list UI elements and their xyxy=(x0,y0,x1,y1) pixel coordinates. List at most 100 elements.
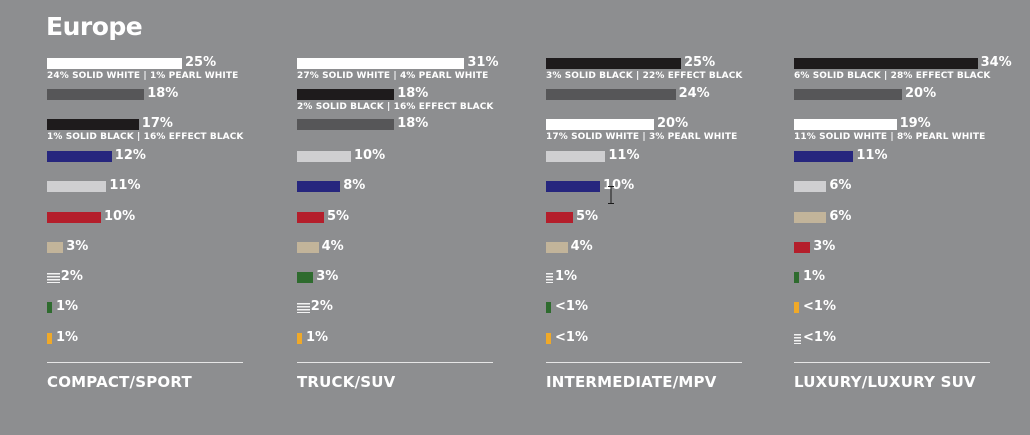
data-label: 3% xyxy=(66,239,89,254)
data-note: 27% SOLID WHITE | 4% PEARL WHITE xyxy=(297,71,489,81)
category-label: INTERMEDIATE/MPV xyxy=(546,373,717,391)
category-label: LUXURY/LUXURY SUV xyxy=(794,373,976,391)
divider-line xyxy=(794,362,990,363)
data-label: 5% xyxy=(327,209,350,224)
data-note: 3% SOLID BLACK | 22% EFFECT BLACK xyxy=(546,71,743,81)
bar-segment xyxy=(546,302,551,313)
bar-segment xyxy=(794,272,800,283)
divider-line xyxy=(546,362,742,363)
data-note: 2% SOLID BLACK | 16% EFFECT BLACK xyxy=(297,102,494,112)
chart-panel: 31% 27% SOLID WHITE | 4% PEARL WHITE 18% 2%… xyxy=(297,0,499,435)
bar-segment xyxy=(47,302,53,313)
bar-segment xyxy=(47,242,64,253)
data-label: 11% xyxy=(856,148,888,163)
bar-segment xyxy=(47,119,139,130)
data-label: 4% xyxy=(321,239,344,254)
data-label: 34% xyxy=(980,55,1012,70)
bar-segment xyxy=(297,303,310,313)
data-label: 18% xyxy=(397,86,429,101)
bar-segment xyxy=(47,181,107,192)
bar-segment xyxy=(297,151,351,162)
bar-segment xyxy=(546,119,654,130)
bar-segment xyxy=(546,333,551,344)
bar-segment xyxy=(546,273,554,283)
bar-segment xyxy=(297,119,395,130)
bar-segment xyxy=(794,334,801,344)
divider-line xyxy=(297,362,493,363)
bar-segment xyxy=(47,58,182,69)
data-label: 3% xyxy=(813,239,836,254)
bar-segment xyxy=(546,58,681,69)
data-label: 18% xyxy=(397,116,429,131)
bar-segment xyxy=(297,242,319,253)
data-label: <1% xyxy=(555,299,588,314)
data-label: 6% xyxy=(829,178,852,193)
data-note: 6% SOLID BLACK | 28% EFFECT BLACK xyxy=(794,71,991,81)
bar-segment xyxy=(794,181,827,192)
bar-segment xyxy=(794,58,978,69)
chart-panel: 34% 6% SOLID BLACK | 28% EFFECT BLACK 20% 1… xyxy=(794,0,1012,435)
data-label: 3% xyxy=(316,269,339,284)
data-note: 1% SOLID BLACK | 16% EFFECT BLACK xyxy=(47,132,244,142)
data-label: <1% xyxy=(555,330,588,345)
divider-line xyxy=(47,362,243,363)
bar-segment xyxy=(297,181,341,192)
data-label: 2% xyxy=(310,299,333,314)
data-label: 2% xyxy=(60,269,83,284)
category-label: TRUCK/SUV xyxy=(297,373,396,391)
bar-segment xyxy=(794,151,854,162)
data-label: 1% xyxy=(803,269,826,284)
data-label: 11% xyxy=(109,178,141,193)
data-label: 10% xyxy=(104,209,136,224)
bar-segment xyxy=(47,89,145,100)
data-label: 31% xyxy=(467,55,499,70)
bar-segment xyxy=(47,273,60,283)
data-label: 19% xyxy=(899,116,931,131)
data-label: 17% xyxy=(141,116,173,131)
data-label: 25% xyxy=(684,55,716,70)
bar-segment xyxy=(794,89,902,100)
data-label: 10% xyxy=(354,148,386,163)
data-label: 25% xyxy=(185,55,217,70)
bar-segment xyxy=(47,151,112,162)
data-label: <1% xyxy=(803,330,836,345)
bar-segment xyxy=(297,272,314,283)
data-label: 1% xyxy=(306,330,329,345)
data-label: <1% xyxy=(803,299,836,314)
bar-segment xyxy=(546,242,568,253)
bar-segment xyxy=(297,58,465,69)
data-label: 24% xyxy=(678,86,710,101)
bar-segment xyxy=(794,302,799,313)
data-label: 11% xyxy=(608,148,640,163)
chart-panel: 25% 24% SOLID WHITE | 1% PEARL WHITE 18% 17… xyxy=(47,0,243,435)
data-label: 1% xyxy=(56,330,79,345)
bar-segment xyxy=(546,89,676,100)
bar-segment xyxy=(297,333,303,344)
bar-segment xyxy=(794,242,811,253)
bar-segment xyxy=(297,89,395,100)
data-note: 24% SOLID WHITE | 1% PEARL WHITE xyxy=(47,71,239,81)
bar-segment xyxy=(794,119,897,130)
bar-segment xyxy=(546,212,573,223)
data-label: 20% xyxy=(657,116,689,131)
data-label: 1% xyxy=(555,269,578,284)
chart-panel: 25% 3% SOLID BLACK | 22% EFFECT BLACK 24% 2… xyxy=(546,0,742,435)
data-label: 1% xyxy=(56,299,79,314)
bar-segment xyxy=(794,212,827,223)
page-title: Europe xyxy=(46,12,143,41)
bar-segment xyxy=(546,181,600,192)
bar-segment xyxy=(47,212,101,223)
bar-segment xyxy=(546,151,606,162)
data-label: 12% xyxy=(114,148,146,163)
data-label: 4% xyxy=(570,239,593,254)
data-note: 11% SOLID WHITE | 8% PEARL WHITE xyxy=(794,132,986,142)
data-label: 20% xyxy=(905,86,937,101)
data-label: 5% xyxy=(576,209,599,224)
category-label: COMPACT/SPORT xyxy=(47,373,192,391)
data-label: 18% xyxy=(147,86,179,101)
data-label: 8% xyxy=(343,178,366,193)
bar-segment xyxy=(47,333,53,344)
data-label: 6% xyxy=(829,209,852,224)
data-note: 17% SOLID WHITE | 3% PEARL WHITE xyxy=(546,132,738,142)
bar-segment xyxy=(297,212,324,223)
